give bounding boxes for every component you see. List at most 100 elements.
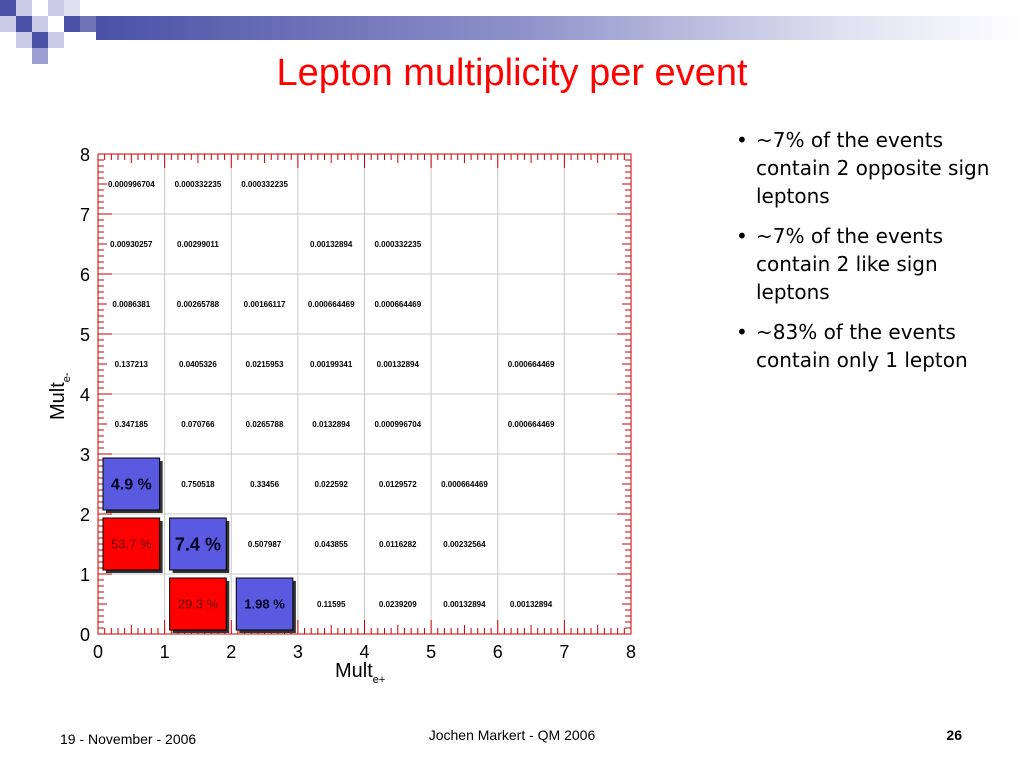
- cell-percent-label: 7.4 %: [175, 534, 221, 554]
- cell-value-label: 0.0405326: [179, 360, 217, 369]
- deco-square: [48, 0, 64, 16]
- cell-value-label: 0.00166117: [244, 300, 286, 309]
- deco-square: [32, 16, 48, 32]
- y-tick-label: 5: [80, 325, 90, 345]
- cell-value-label: 0.137213: [115, 360, 149, 369]
- x-tick-label: 8: [626, 642, 636, 662]
- box-fill: [102, 457, 161, 511]
- y-axis-label: Multe-: [47, 372, 73, 420]
- cell-value-label: 0.00199341: [310, 360, 353, 369]
- tick-labels: 0 1 2 3 4 5 6 7 8 0 1 2 3 4 5 6 7 8: [80, 145, 636, 662]
- cell-value-label: 0.750518: [181, 480, 215, 489]
- cell-value-label: 0.0132894: [312, 420, 350, 429]
- deco-square: [16, 0, 32, 16]
- y-tick-label: 7: [80, 205, 90, 225]
- page-number: 26: [946, 727, 962, 743]
- deco-square: [0, 16, 16, 32]
- cell-value-label: 0.33456: [250, 480, 279, 489]
- header-decoration: [0, 0, 96, 64]
- cell-value-label: 0.070766: [181, 420, 215, 429]
- cell-value-label: 0.000996704: [374, 420, 421, 429]
- x-tick-label: 4: [359, 642, 369, 662]
- cell-value-label: 0.000996704: [108, 180, 155, 189]
- deco-square: [32, 48, 48, 64]
- cell-value-label: 0.347185: [115, 420, 149, 429]
- cell-value-label: 0.000332235: [374, 240, 421, 249]
- bullet-text: ~7% of the events contain 2 opposite sig…: [756, 128, 990, 208]
- bullet-marker: •: [736, 224, 748, 248]
- cell-value-label: 0.0086381: [112, 300, 150, 309]
- highlight-box-red: 53.7 %: [102, 517, 163, 573]
- cell-value-label: 0.0116282: [379, 540, 417, 549]
- deco-square: [64, 16, 80, 32]
- bullet-marker: •: [736, 320, 748, 344]
- x-tick-label: 7: [559, 642, 569, 662]
- y-tick-label: 6: [80, 265, 90, 285]
- cell-percent-label: 29.3 %: [178, 597, 219, 612]
- deco-square: [80, 16, 96, 32]
- y-tick-label: 3: [80, 445, 90, 465]
- deco-square: [16, 32, 32, 48]
- x-tick-label: 2: [226, 642, 236, 662]
- footer-date: 19 - November - 2006: [60, 731, 197, 747]
- cell-percent-label: 53.7 %: [111, 537, 152, 552]
- cell-value-label: 0.000664469: [374, 300, 421, 309]
- cell-value-label: 0.00930257: [110, 240, 153, 249]
- x-tick-label: 6: [493, 642, 503, 662]
- cell-value-label: 0.00232564: [443, 540, 486, 549]
- cell-value-label: 0.0129572: [379, 480, 417, 489]
- cell-values: 0.000996704 0.000332235 0.000332235 0.00930…: [102, 180, 555, 633]
- deco-square: [32, 0, 48, 16]
- y-tick-label: 1: [80, 565, 90, 585]
- highlight-box-red: 29.3 %: [169, 577, 230, 633]
- cell-value-label: 0.000664469: [441, 480, 488, 489]
- deco-square: [48, 16, 64, 32]
- y-tick-label: 4: [80, 385, 90, 405]
- bullet-item: • ~7% of the events contain 2 like sign …: [736, 222, 1006, 306]
- cell-value-label: 0.000664469: [508, 420, 555, 429]
- cell-percent-label: 4.9 %: [111, 477, 152, 494]
- highlight-box-blue: 4.9 %: [102, 457, 163, 513]
- highlight-box-blue: 1.98 %: [235, 577, 296, 633]
- cell-value-label: 0.000332235: [241, 180, 288, 189]
- box-fill: [169, 577, 227, 631]
- deco-square: [16, 16, 32, 32]
- header-gradient-bar: [96, 16, 1024, 40]
- cell-percent-label: 1.98 %: [244, 597, 285, 612]
- x-tick-label: 1: [160, 642, 170, 662]
- cell-value-label: 0.043855: [315, 540, 349, 549]
- y-tick-label: 0: [80, 625, 90, 645]
- x-tick-label: 3: [293, 642, 303, 662]
- footer-author: Jochen Markert - QM 2006: [428, 727, 596, 743]
- bullet-text: ~83% of the events contain only 1 lepton: [756, 320, 968, 372]
- y-axis-label-sub: e-: [61, 372, 73, 382]
- grid-lines: [98, 154, 631, 634]
- bullet-item: • ~83% of the events contain only 1 lept…: [736, 318, 1006, 374]
- bullet-list: • ~7% of the events contain 2 opposite s…: [736, 126, 1006, 386]
- cell-value-label: 0.00132894: [377, 360, 420, 369]
- bullet-marker: •: [736, 128, 748, 152]
- cell-value-label: 0.0265788: [246, 420, 284, 429]
- box-fill: [235, 577, 294, 631]
- cell-value-label: 0.0215953: [246, 360, 284, 369]
- y-tick-label: 8: [80, 145, 90, 165]
- box-fill: [102, 517, 161, 571]
- slide-title: Lepton multiplicity per event: [276, 52, 748, 94]
- x-tick-label: 0: [93, 642, 103, 662]
- deco-square: [64, 0, 80, 16]
- cell-value-label: 0.11595: [317, 600, 346, 609]
- cell-value-label: 0.00299011: [177, 240, 219, 249]
- cell-value-label: 0.507987: [248, 540, 282, 549]
- cell-value-label: 0.0239209: [379, 600, 417, 609]
- cell-value-label: 0.000664469: [308, 300, 355, 309]
- cell-value-label: 0.00265788: [177, 300, 220, 309]
- bullet-text: ~7% of the events contain 2 like sign le…: [756, 224, 944, 304]
- deco-square: [48, 32, 64, 48]
- deco-square: [0, 0, 16, 16]
- cell-value-label: 0.022592: [315, 480, 349, 489]
- cell-value-label: 0.00132894: [510, 600, 553, 609]
- cell-value-label: 0.000664469: [508, 360, 555, 369]
- x-axis-label: Multe+: [335, 660, 385, 686]
- cell-value-label: 0.000332235: [175, 180, 222, 189]
